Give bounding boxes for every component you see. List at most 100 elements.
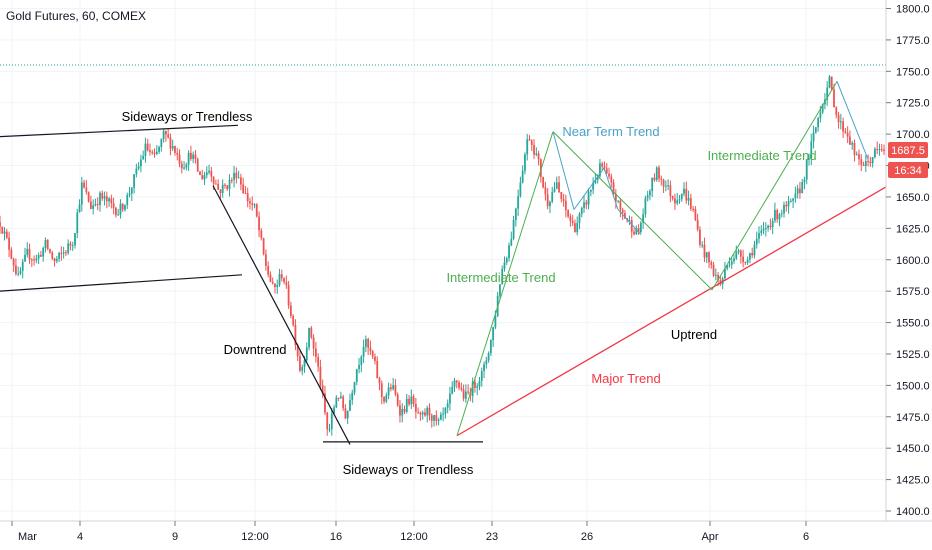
candle-body — [751, 253, 754, 256]
candle-body — [726, 265, 729, 269]
candle-body — [40, 255, 42, 257]
candle-body — [228, 179, 231, 190]
candle-body — [180, 163, 183, 169]
intermediate-trend-right-line — [711, 81, 838, 291]
y-tick-label: 1625.0 — [896, 223, 930, 235]
candle-body — [778, 214, 781, 220]
y-tick-label: 1800.0 — [896, 4, 930, 16]
candle-body — [183, 167, 185, 169]
candle-body — [785, 204, 788, 207]
candle-body — [589, 189, 592, 192]
y-tick-label: 1425.0 — [896, 475, 930, 487]
candle-body — [267, 265, 270, 275]
y-tick-label: 1525.0 — [896, 349, 930, 361]
candle-body — [492, 327, 495, 341]
candle-body — [35, 258, 38, 261]
near-term-segment — [552, 131, 575, 210]
candle-body — [769, 225, 772, 228]
candle-body — [230, 179, 233, 181]
candle-body — [649, 191, 651, 196]
candle-body — [255, 204, 258, 217]
candle-body — [10, 249, 13, 259]
candle-body — [251, 203, 254, 205]
candle-body — [503, 262, 506, 270]
candle-body — [580, 208, 583, 214]
candle-body — [744, 261, 747, 263]
y-tick-label: 1725.0 — [896, 98, 930, 110]
candle-body — [683, 188, 685, 194]
candle-body — [696, 219, 699, 230]
candle-body — [821, 104, 824, 113]
candle-body — [235, 172, 238, 178]
candle-body — [526, 139, 529, 155]
candle-body — [460, 387, 463, 390]
candle-body — [651, 177, 654, 192]
near-term-segment — [603, 167, 619, 210]
last-price-label: 1687.5 — [891, 145, 925, 157]
candle-body — [24, 254, 26, 262]
candle-body — [871, 157, 874, 164]
candle-body — [789, 200, 792, 202]
candle-body — [428, 407, 431, 416]
candle-body — [451, 386, 454, 394]
candle-body — [603, 166, 606, 169]
candle-body — [85, 187, 88, 193]
time-axis[interactable]: Mar 4 9 12:00 16 12:00 23 26 Apr 6 — [11, 521, 809, 543]
candle-body — [112, 203, 115, 208]
candle-body — [660, 178, 663, 180]
y-tick-label: 1450.0 — [896, 443, 930, 455]
candle-body — [55, 258, 58, 262]
candle-body — [214, 183, 217, 185]
candle-body — [203, 175, 206, 180]
candle-body — [810, 141, 813, 159]
candle-body — [3, 231, 6, 234]
candle-body — [530, 140, 533, 145]
candle-body — [464, 391, 467, 399]
candle-body — [439, 414, 442, 420]
candle-body — [551, 191, 554, 202]
candle-body — [339, 396, 342, 399]
candle-body — [655, 167, 658, 181]
candle-body — [399, 405, 401, 416]
candle-body — [362, 346, 365, 357]
candle-body — [271, 281, 274, 284]
candle-body — [287, 285, 290, 306]
candle-body — [839, 121, 842, 123]
candle-body — [37, 255, 40, 259]
intermediate-trend-up-line — [456, 131, 554, 436]
candle-body — [151, 152, 154, 154]
candle-body — [739, 250, 742, 257]
candle-body — [562, 199, 565, 201]
candle-body — [574, 223, 576, 233]
candle-body — [689, 198, 692, 209]
candle-body — [337, 397, 340, 399]
y-tick-label: 1550.0 — [896, 318, 930, 330]
candle-body — [539, 159, 542, 177]
candle-body — [83, 182, 85, 188]
candle-body — [487, 353, 490, 361]
candle-body — [592, 182, 595, 190]
candle-body — [612, 182, 615, 195]
candle-body — [17, 273, 20, 275]
candle-body — [189, 152, 192, 159]
candle-body — [776, 210, 779, 220]
candle-body — [421, 412, 424, 415]
candle-body — [342, 396, 345, 409]
price-axis[interactable]: 1400.0 1425.0 1450.0 1475.0 1500.0 1525.0 1550… — [886, 4, 930, 519]
candle-body — [437, 419, 440, 421]
candle-body — [349, 400, 351, 411]
candle-body — [110, 198, 113, 204]
candle-body — [139, 159, 142, 167]
candle-body — [344, 408, 347, 419]
candle-body — [26, 248, 29, 255]
y-tick-label: 1400.0 — [896, 506, 930, 518]
candle-body — [103, 196, 106, 199]
candle-body — [328, 429, 331, 431]
candle-body — [880, 149, 883, 151]
candle-body — [105, 196, 108, 202]
candle-body — [462, 389, 465, 399]
candle-body — [680, 193, 683, 200]
candle-body — [792, 198, 795, 201]
y-tick-label: 1575.0 — [896, 286, 930, 298]
